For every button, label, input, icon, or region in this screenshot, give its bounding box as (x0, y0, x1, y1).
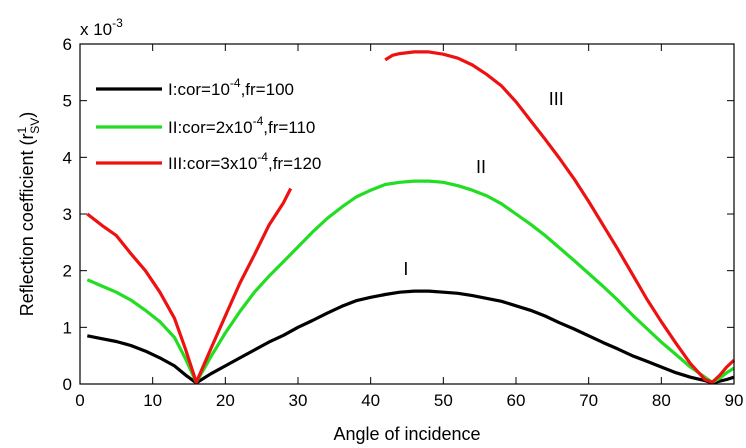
y-tick-label: 5 (63, 92, 72, 111)
y-tick-label: 3 (63, 205, 72, 224)
curve-label-2: II (476, 157, 486, 177)
series-3-line-segment-2 (384, 50, 736, 384)
y-tick-label: 2 (63, 262, 72, 281)
legend-3-b: ,fr=120 (268, 154, 321, 173)
x-tick-label: 70 (579, 391, 598, 410)
x-tick-label: 30 (289, 391, 308, 410)
curves (86, 50, 736, 385)
legend-1-b: ,fr=100 (241, 80, 294, 99)
legend-2-a: II:cor=2x10 (168, 118, 253, 137)
y-multiplier-exp: -3 (112, 16, 123, 30)
x-tick-label: 10 (143, 391, 162, 410)
x-tick-label: 50 (434, 391, 453, 410)
axis-ticks (79, 43, 735, 385)
series-1-line-segment-1 (86, 289, 735, 385)
y-axis-title-prefix: Reflection coefficient ( (17, 139, 37, 316)
y-axis-title-suffix: ) (17, 112, 37, 118)
x-axis-title: Angle of incidence (333, 424, 480, 444)
y-tick-label: 4 (63, 148, 72, 167)
legend-label-1: I:cor=10-4,fr=100 (168, 76, 294, 99)
legend-2-sup: -4 (253, 114, 264, 128)
y-multiplier-base: x 10 (80, 20, 112, 39)
y-axis-title-main: r (17, 133, 37, 139)
y-tick-label: 1 (63, 318, 72, 337)
series-3-line-segment-1 (86, 187, 293, 384)
legend-1-a: I:cor=10 (168, 80, 230, 99)
legend-3-a: III:cor=3x10 (168, 154, 257, 173)
x-tick-label: 90 (725, 391, 744, 410)
x-tick-label: 20 (216, 391, 235, 410)
curve-label-1: I (403, 259, 408, 279)
legend-label-2: II:cor=2x10-4,fr=110 (168, 114, 315, 137)
y-axis-title-sup: 1 (15, 126, 29, 133)
x-tick-label: 60 (507, 391, 526, 410)
x-tick-label: 40 (361, 391, 380, 410)
y-tick-label: 6 (63, 35, 72, 54)
x-tick-label: 0 (75, 391, 84, 410)
legend-1-sup: -4 (230, 76, 241, 90)
legend: I:cor=10-4,fr=100 II:cor=2x10-4,fr=110 I… (96, 76, 321, 173)
x-tick-labels: 0 10 20 30 40 50 60 70 80 90 (75, 391, 743, 410)
y-multiplier: x 10-3 (80, 16, 123, 39)
y-axis-title-sub: SV (28, 118, 42, 134)
legend-3-sup: -4 (257, 150, 268, 164)
legend-label-3: III:cor=3x10-4,fr=120 (168, 150, 321, 173)
y-tick-label: 0 (63, 375, 72, 394)
y-tick-labels: 0 1 2 3 4 5 6 (63, 35, 72, 394)
y-axis-title: Reflection coefficient (r1SV) (15, 112, 42, 316)
x-tick-label: 80 (652, 391, 671, 410)
legend-2-b: ,fr=110 (263, 118, 315, 137)
curve-label-3: III (549, 89, 564, 109)
